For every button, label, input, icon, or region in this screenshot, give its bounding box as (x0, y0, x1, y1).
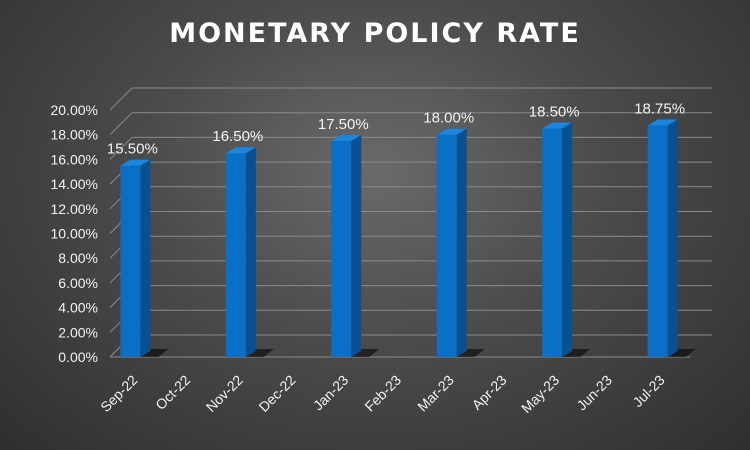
x-tick-label: Apr-23 (469, 372, 510, 413)
y-tick-label: 12.00% (51, 201, 98, 217)
bar-side (351, 134, 362, 357)
bar (436, 134, 457, 357)
y-tick-label: 2.00% (58, 324, 98, 340)
gridline-depth (109, 87, 133, 111)
x-tick-label: Dec-22 (255, 372, 298, 415)
x-tick-label: Nov-22 (203, 372, 246, 415)
chart-title: MONETARY POLICY RATE (169, 18, 581, 49)
x-tick-label: Feb-23 (361, 372, 404, 415)
data-label: 18.00% (423, 110, 474, 127)
x-tick-label: Mar-23 (414, 372, 457, 415)
data-label: 18.50% (529, 104, 580, 121)
y-tick-label: 4.00% (58, 300, 98, 316)
x-tick-label: Jun-23 (573, 372, 615, 414)
bar (542, 128, 563, 357)
x-tick-label: Sep-22 (97, 372, 140, 415)
y-tick-label: 10.00% (51, 226, 98, 242)
gridline-depth (109, 137, 133, 160)
y-tick-label: 0.00% (58, 349, 98, 365)
gridline-depth (109, 112, 133, 136)
bar (120, 165, 141, 357)
data-label: 17.50% (318, 116, 369, 133)
bar-top (120, 159, 151, 166)
bar (225, 153, 246, 357)
x-tick-label: May-23 (518, 372, 562, 416)
bar-top (647, 119, 678, 126)
bar-side (667, 119, 678, 357)
x-tick-label: Jul-23 (629, 372, 667, 410)
x-tick-label: Oct-22 (152, 372, 193, 413)
y-tick-label: 6.00% (58, 275, 98, 291)
bar-top (436, 128, 467, 135)
y-tick-label: 8.00% (58, 250, 98, 266)
bar-side (456, 128, 467, 357)
y-tick-label: 18.00% (51, 127, 98, 143)
bar-top (331, 134, 362, 141)
bar-side (245, 147, 256, 357)
bar (331, 140, 352, 357)
data-label: 15.50% (107, 141, 158, 158)
bar-top (225, 147, 256, 154)
data-label: 16.50% (212, 128, 263, 145)
y-tick-label: 14.00% (51, 176, 98, 192)
x-tick-label: Jan-23 (310, 372, 352, 414)
bar-side (140, 159, 151, 357)
bar-top (542, 122, 573, 129)
bar (647, 125, 668, 357)
y-tick-label: 16.00% (51, 151, 98, 167)
y-tick-label: 20.00% (51, 102, 98, 118)
data-label: 18.75% (634, 100, 685, 117)
bar-side (562, 122, 573, 358)
